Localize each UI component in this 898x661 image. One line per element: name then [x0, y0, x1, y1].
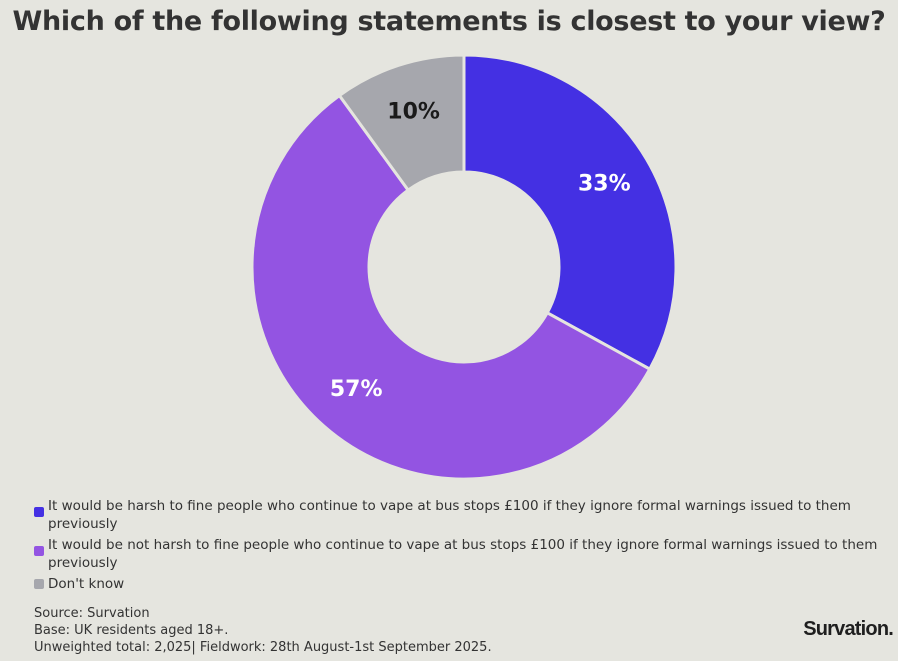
- legend-label-not-harsh: It would be not harsh to fine people who…: [48, 537, 878, 571]
- legend-label-dont-know: Don't know: [48, 576, 125, 592]
- source-note: Source: Survation: [34, 606, 150, 621]
- legend-swatch-not-harsh: [34, 546, 44, 556]
- slice-harsh: [462, 53, 678, 372]
- slice-label-dont-know: 10%: [387, 99, 440, 124]
- slice-not-harsh: [250, 93, 652, 481]
- fieldwork-note: Unweighted total: 2,025| Fieldwork: 28th…: [34, 640, 492, 655]
- legend-item-harsh: It would be harsh to fine people who con…: [34, 497, 884, 533]
- brand-logo: Survation.: [803, 618, 894, 640]
- slice-label-not-harsh: 57%: [330, 377, 383, 402]
- legend-swatch-dont-know: [34, 579, 44, 589]
- donut-chart: 33% 57% 10%: [250, 53, 678, 481]
- legend-swatch-harsh: [34, 507, 44, 517]
- legend-label-harsh: It would be harsh to fine people who con…: [48, 498, 851, 532]
- base-note: Base: UK residents aged 18+.: [34, 623, 229, 638]
- chart-title: Which of the following statements is clo…: [12, 6, 886, 37]
- legend: It would be harsh to fine people who con…: [34, 497, 884, 596]
- footer-notes: Source: Survation Base: UK residents age…: [34, 605, 492, 656]
- slice-label-harsh: 33%: [578, 172, 631, 197]
- legend-item-not-harsh: It would be not harsh to fine people who…: [34, 536, 884, 572]
- slice-dont-know: [337, 53, 466, 193]
- legend-item-dont-know: Don't know: [34, 575, 884, 593]
